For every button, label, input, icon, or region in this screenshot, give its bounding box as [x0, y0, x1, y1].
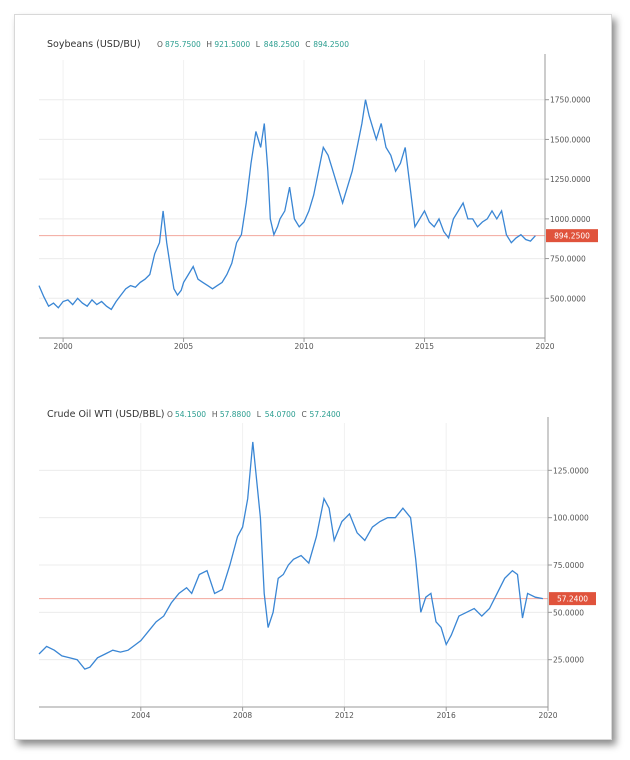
series-line: [38, 99, 536, 311]
y-tick-label: 1000.0000: [550, 215, 591, 224]
y-tick-label: 1500.0000: [550, 135, 591, 144]
x-axis-ticks: 2004 2008 2012 2016 2020: [131, 707, 558, 720]
soybeans-chart: Soybeans (USD/BU) O 875.7500 H 921.5000 L 848…: [38, 39, 598, 351]
last-value-tag-box: [549, 592, 596, 606]
chart-title: Crude Oil WTI (USD/BBL): [47, 409, 165, 420]
x-tick-label: 2010: [295, 342, 314, 351]
ohlc-label: L: [256, 40, 261, 49]
y-tick-label: 500.0000: [550, 294, 586, 303]
series-line: [38, 441, 544, 670]
ohlc-label: H: [206, 40, 212, 49]
x-axis-ticks: 2000 2005 2010 2015 2020: [54, 338, 555, 351]
ohlc-readout: O 54.1500 H 57.8800 L 54.0700 C 57.2400: [167, 410, 341, 419]
ohlc-label: H: [212, 410, 218, 419]
y-tick-label: 25.0000: [553, 656, 584, 665]
last-value-tag: 894.2500: [546, 229, 598, 243]
grid: [39, 423, 549, 707]
x-tick-label: 2004: [131, 711, 150, 720]
last-value-tag-box: [546, 229, 598, 243]
x-tick-label: 2020: [535, 342, 554, 351]
ohlc-readout: O 875.7500 H 921.5000 L 848.2500 C 894.2500: [157, 40, 349, 49]
axes: [39, 417, 549, 708]
ohlc-value: 57.8800: [220, 410, 251, 419]
ohlc-label: C: [305, 40, 310, 49]
chart-frame: Soybeans (USD/BU) O 875.7500 H 921.5000 L 848…: [14, 14, 612, 740]
x-tick-label: 2020: [538, 711, 557, 720]
ohlc-value: 921.5000: [214, 40, 250, 49]
x-tick-label: 2008: [233, 711, 252, 720]
ohlc-label: O: [157, 40, 163, 49]
x-tick-label: 2000: [54, 342, 73, 351]
ohlc-label: L: [257, 410, 262, 419]
ohlc-value: 894.2500: [313, 40, 349, 49]
ohlc-value: 54.1500: [175, 410, 206, 419]
ohlc-value: 848.2500: [264, 40, 300, 49]
y-tick-label: 75.0000: [553, 561, 584, 570]
y-axis-ticks: 500.0000 750.0000 1000.0000 1250.0000 1500.0…: [545, 96, 591, 303]
crude-oil-chart: Crude Oil WTI (USD/BBL) O 54.1500 H 57.8800…: [38, 409, 596, 720]
y-tick-label: 1250.0000: [550, 175, 591, 184]
x-tick-label: 2012: [335, 711, 354, 720]
ohlc-value: 54.0700: [265, 410, 296, 419]
x-tick-label: 2015: [415, 342, 434, 351]
ohlc-label: O: [167, 410, 173, 419]
ohlc-value: 57.2400: [310, 410, 341, 419]
y-tick-label: 1750.0000: [550, 96, 591, 105]
last-value-tag-label: 57.2400: [557, 595, 588, 604]
axes: [39, 54, 546, 339]
y-tick-label: 750.0000: [550, 255, 586, 264]
ohlc-label: C: [302, 410, 307, 419]
y-tick-label: 125.0000: [553, 466, 589, 475]
y-tick-label: 100.0000: [553, 514, 589, 523]
y-tick-label: 50.0000: [553, 608, 584, 617]
ohlc-value: 875.7500: [165, 40, 201, 49]
last-value-tag: 57.2400: [549, 592, 596, 606]
y-axis-ticks: 25.0000 50.0000 75.0000 100.0000 125.0000: [548, 466, 589, 665]
x-tick-label: 2016: [437, 711, 456, 720]
chart-title: Soybeans (USD/BU): [47, 39, 141, 50]
last-value-tag-label: 894.2500: [554, 232, 590, 241]
x-tick-label: 2005: [174, 342, 193, 351]
